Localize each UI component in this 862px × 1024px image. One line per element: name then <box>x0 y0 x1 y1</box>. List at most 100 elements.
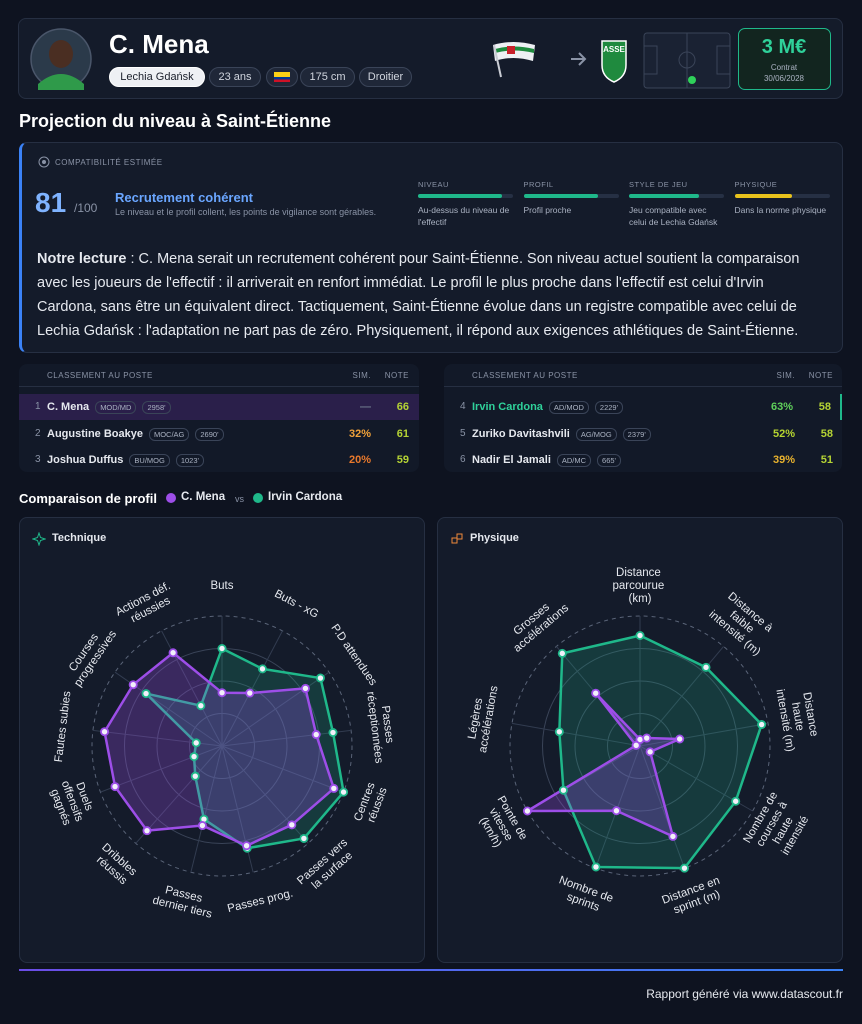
player-name: C. Mena <box>47 401 90 413</box>
radar-point <box>168 648 178 658</box>
icon <box>38 156 50 168</box>
axis-label: Passes prog. <box>226 888 294 916</box>
vs: vs <box>235 494 244 504</box>
radar-point <box>591 688 601 698</box>
col-header: SIM. <box>776 371 795 380</box>
position-pill: AD/MC <box>556 454 592 467</box>
ranking-row: 2 Augustine Boakye MOC/AG 2690' 32% 61 <box>19 421 419 447</box>
radar-card: Technique Buts Buts - xG P.D attendues Pass… <box>19 517 425 963</box>
player-name: Irvin Cardona <box>472 401 543 413</box>
transfer-logos: ASSE <box>493 40 627 83</box>
radar-point <box>100 727 110 737</box>
similarity: — <box>360 401 371 413</box>
similarity: 63% <box>770 401 793 413</box>
similarity: 52% <box>772 427 795 440</box>
radar-point <box>645 747 655 757</box>
player-name: C. Mena <box>109 29 209 59</box>
flag-pill <box>266 67 298 87</box>
axis-label: Duels offensifs gagnés <box>46 775 98 831</box>
header-card: C. Mena Lechia Gdańsk 23 ans 175 cm Droi… <box>18 18 843 99</box>
spoke <box>639 745 685 869</box>
spoke <box>100 745 223 793</box>
similarity: 20% <box>348 454 371 466</box>
spoke <box>639 722 769 747</box>
radar-point <box>189 752 199 762</box>
col-header: NOTE <box>808 371 833 380</box>
ranking-row: 1 C. Mena MOD/MD 2958' — 66 <box>19 394 419 420</box>
criterion-text: Dans la norme physique <box>734 205 827 215</box>
criterion-bar <box>734 194 792 198</box>
reading-label: Notre lecture <box>37 251 127 267</box>
reading: Notre lecture : C. Mena serait un recrut… <box>37 247 827 343</box>
note: 61 <box>396 427 409 440</box>
col-header: SIM. <box>352 371 371 380</box>
footer: Rapport généré via www.datascout.fr <box>646 987 843 1001</box>
radar-point <box>128 680 138 690</box>
criterion-label: PROFIL <box>523 180 554 189</box>
avatar <box>30 28 92 90</box>
radar-point <box>679 863 689 873</box>
rank: 1 <box>35 401 41 412</box>
similarity: 39% <box>772 454 795 466</box>
radar-chart: Distance parcourue (km) Distance à faible… <box>466 567 820 919</box>
minutes-pill: 2379' <box>622 427 651 441</box>
criterion-label: PHYSIQUE <box>734 180 778 189</box>
similarity: 32% <box>348 427 371 440</box>
note: 66 <box>396 401 409 413</box>
spoke <box>221 745 344 793</box>
radar-point <box>242 841 252 851</box>
radar-point <box>257 664 267 674</box>
criterion-bar <box>523 194 598 198</box>
axis-label: Buts <box>210 580 233 592</box>
criterion-text: Profil proche <box>523 205 572 215</box>
foot-pill: Droitier <box>359 67 412 87</box>
radar-point <box>558 785 568 795</box>
price-box: 3 M€ Contrat 30/06/2028 <box>738 28 831 90</box>
radar-point <box>329 783 339 793</box>
axis-label: Distance en sprint (m) <box>660 874 729 919</box>
note: 58 <box>820 427 833 440</box>
axis-label: Passes dernier tiers <box>151 882 216 921</box>
rank: 3 <box>35 454 41 465</box>
section-title: Projection du niveau à Saint-Étienne <box>19 111 332 131</box>
criterion-text: Jeu compatible avec celui de Lechia Gdań… <box>629 205 718 227</box>
legend-dot <box>166 493 176 503</box>
minutes-pill: 2958' <box>142 401 171 414</box>
criterion-bar <box>418 194 502 198</box>
player-name: Augustine Boakye <box>47 427 143 440</box>
radar-point <box>701 662 711 672</box>
minutes-pill: 1023' <box>175 454 204 467</box>
verdict: Recrutement cohérent <box>115 190 253 205</box>
note: 51 <box>820 454 833 466</box>
rank: 5 <box>460 427 466 439</box>
col-header: NOTE <box>384 371 409 380</box>
spoke <box>221 671 330 747</box>
radar-point <box>757 720 767 730</box>
height-pill: 175 cm <box>300 67 355 87</box>
minutes-pill: 2229' <box>594 401 624 414</box>
radar-point <box>731 796 741 806</box>
rank: 2 <box>35 427 41 439</box>
contract-label: Contrat <box>770 63 798 72</box>
axis-label: Dribbles réussis <box>91 841 142 890</box>
note: 58 <box>818 401 831 413</box>
col-header: CLASSEMENT AU POSTE <box>472 371 578 380</box>
axis-label: Nombre de sprints <box>553 874 618 918</box>
axis-label: Grosses accélérations <box>503 592 571 655</box>
position-pill: AG/MOG <box>575 427 617 441</box>
club-pill: Lechia Gdańsk <box>109 67 205 87</box>
spoke <box>135 745 223 844</box>
icon <box>32 532 46 546</box>
radar-point <box>190 771 200 781</box>
spoke <box>639 646 724 747</box>
radar-point <box>300 683 310 693</box>
radar-point <box>217 644 227 654</box>
radar-point <box>110 782 120 792</box>
axis-label: Pointe de vitesse (km/h) <box>472 794 531 858</box>
radar-point <box>299 833 309 843</box>
radar-area <box>103 651 336 847</box>
radar-point <box>339 787 349 797</box>
radar-point <box>557 648 567 658</box>
